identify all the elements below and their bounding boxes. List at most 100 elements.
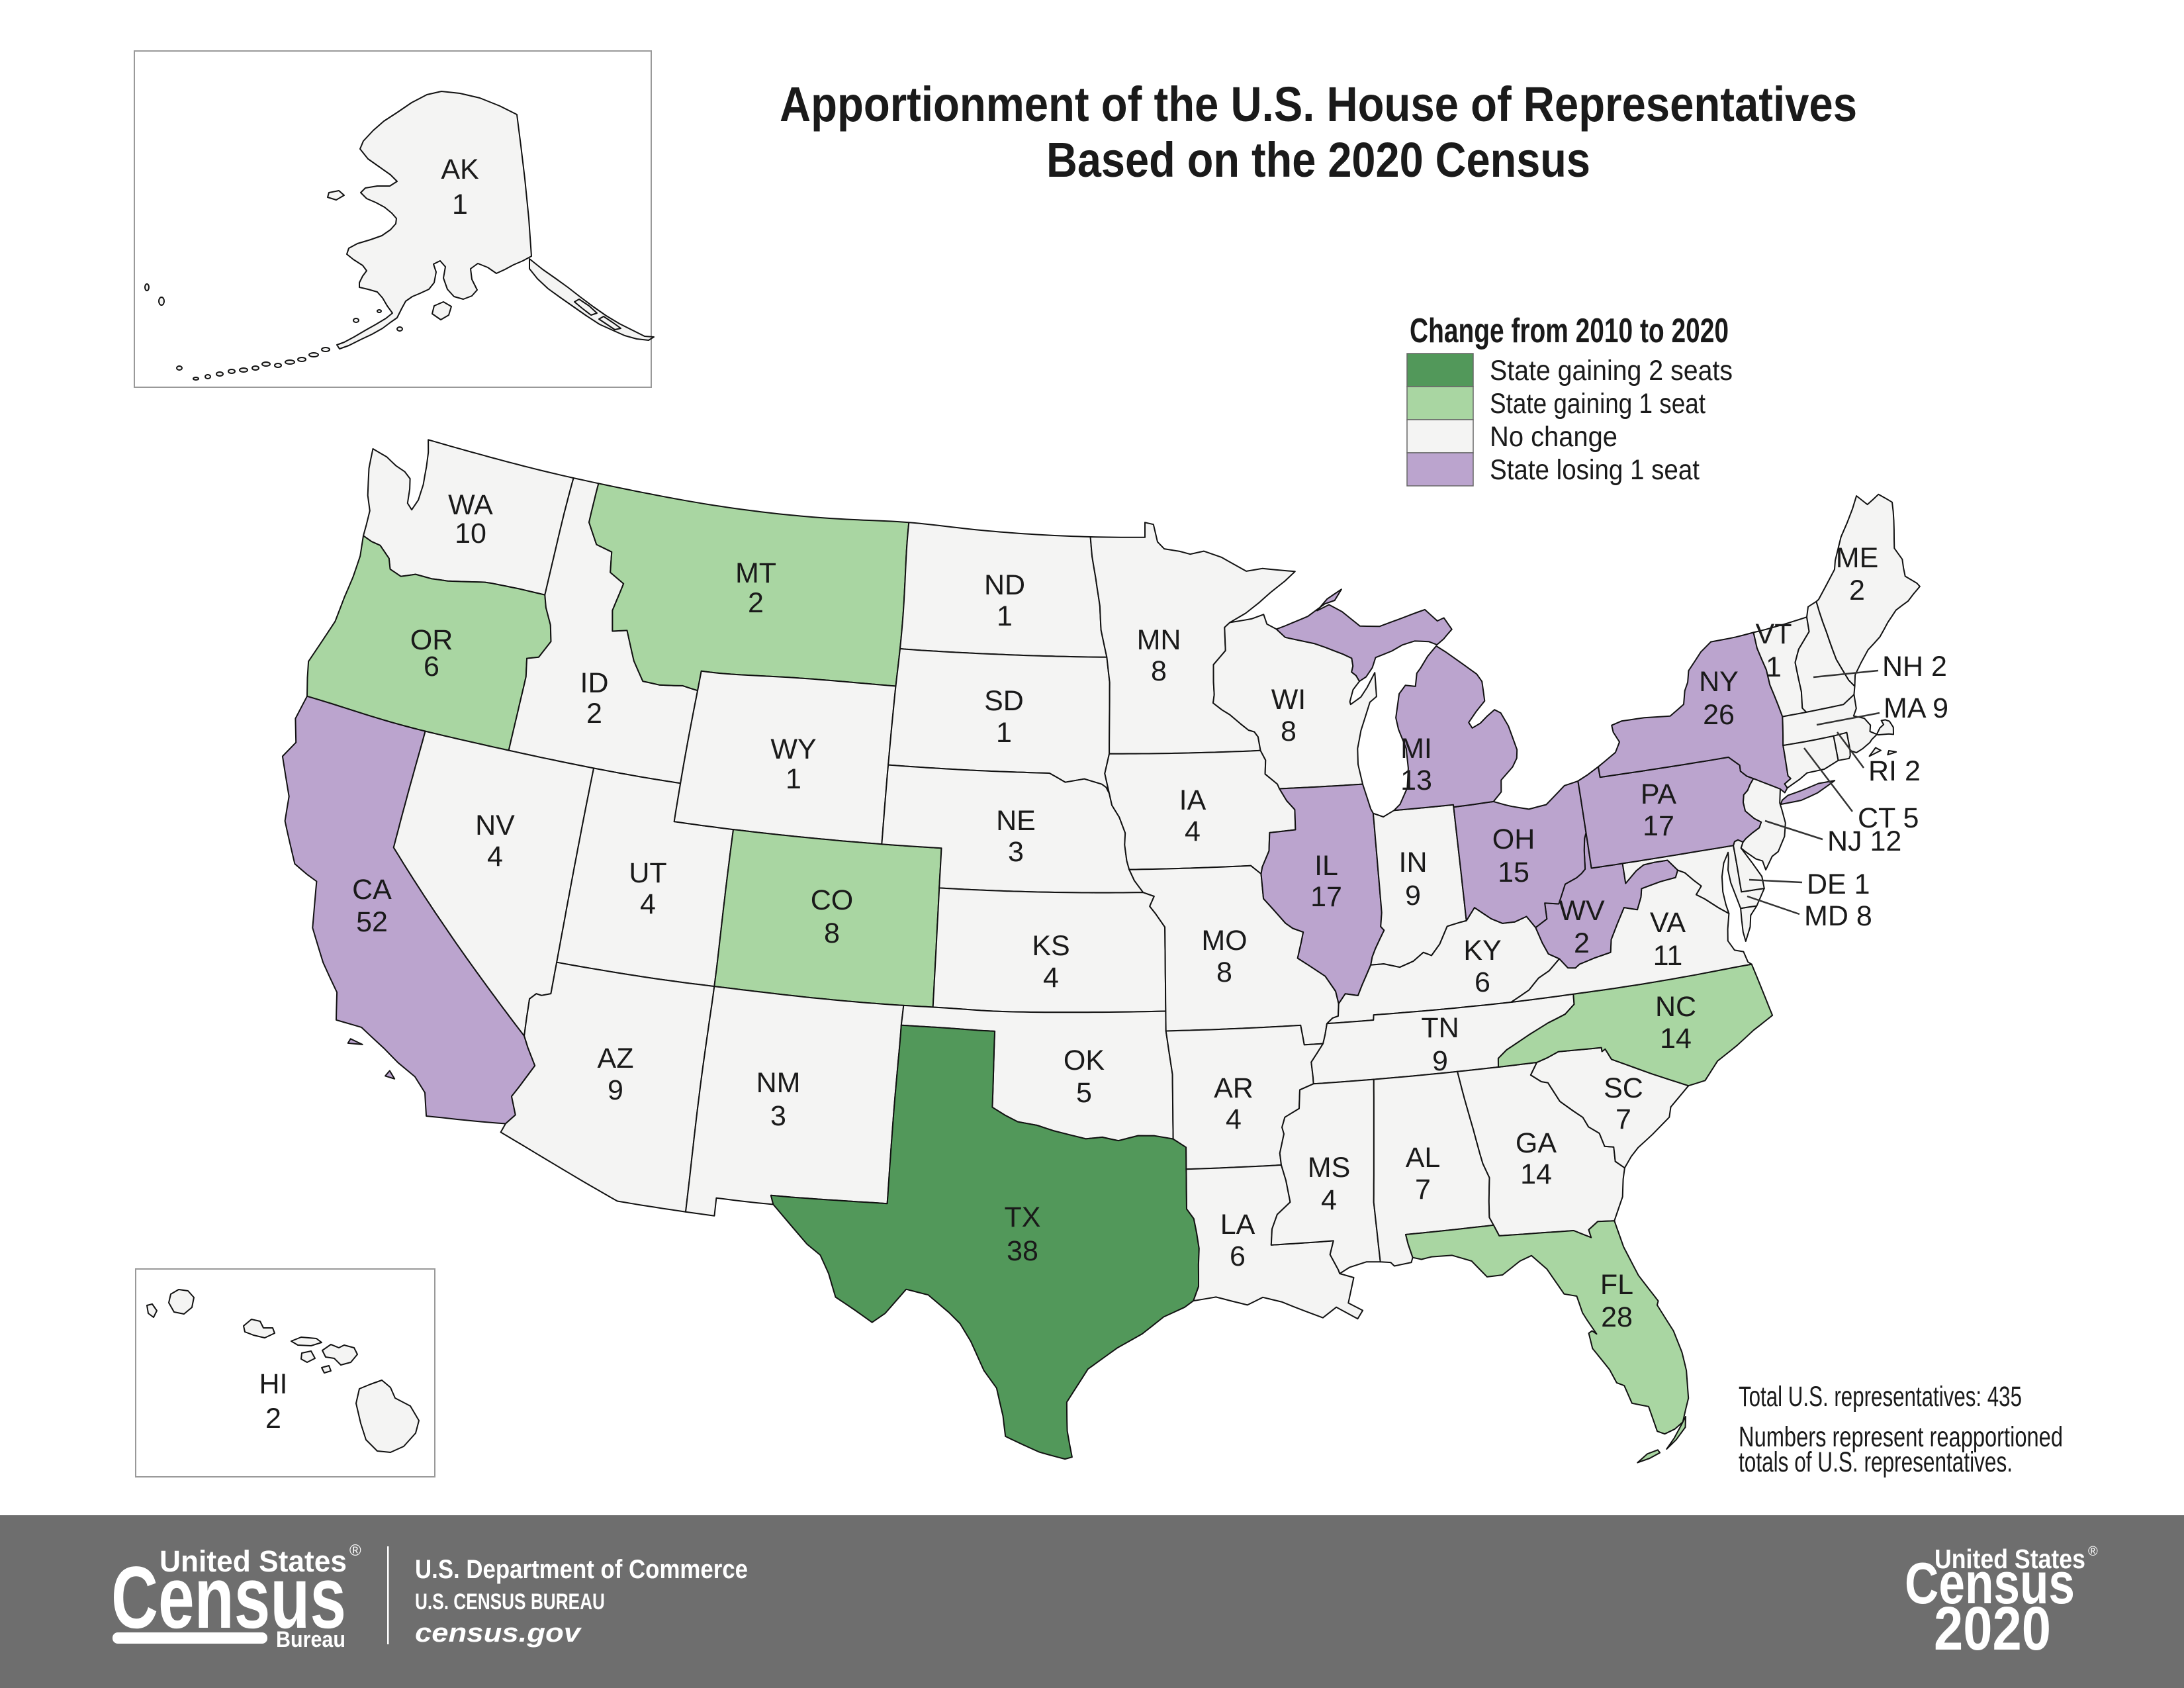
svg-text:6: 6 (424, 651, 439, 682)
svg-text:NC: NC (1655, 991, 1696, 1023)
svg-text:26: 26 (1703, 699, 1735, 731)
svg-text:®: ® (2088, 1544, 2098, 1559)
svg-text:6: 6 (1475, 966, 1490, 998)
svg-text:WV: WV (1559, 895, 1605, 927)
svg-text:AR: AR (1214, 1072, 1253, 1104)
svg-text:2: 2 (586, 698, 602, 729)
svg-text:11: 11 (1653, 940, 1683, 972)
svg-text:Apportionment of the U.S. Hous: Apportionment of the U.S. House of Repre… (780, 77, 1857, 132)
svg-text:LA: LA (1220, 1209, 1255, 1241)
svg-text:NJ 12: NJ 12 (1827, 825, 1901, 857)
svg-text:38: 38 (1007, 1235, 1038, 1267)
svg-text:VT: VT (1756, 618, 1792, 650)
svg-text:IN: IN (1399, 847, 1428, 878)
svg-text:WI: WI (1271, 684, 1306, 716)
svg-text:AZ: AZ (598, 1043, 634, 1074)
svg-text:NY: NY (1699, 666, 1739, 698)
svg-text:4: 4 (1185, 816, 1201, 847)
svg-text:4: 4 (640, 888, 656, 920)
svg-text:2: 2 (1574, 927, 1590, 959)
svg-text:28: 28 (1601, 1301, 1633, 1333)
svg-text:WA: WA (448, 489, 493, 521)
svg-text:OR: OR (410, 624, 453, 656)
svg-text:census.gov: census.gov (415, 1618, 582, 1648)
svg-text:14: 14 (1520, 1158, 1552, 1190)
svg-text:®: ® (349, 1542, 361, 1560)
svg-text:VA: VA (1650, 907, 1686, 939)
svg-text:CT 5: CT 5 (1858, 802, 1919, 834)
svg-text:CA: CA (352, 874, 392, 906)
svg-text:1: 1 (452, 189, 468, 220)
svg-text:1: 1 (1766, 651, 1782, 683)
svg-text:2: 2 (1849, 575, 1865, 606)
svg-text:MO: MO (1201, 925, 1247, 957)
svg-text:MN: MN (1137, 624, 1181, 656)
svg-text:OH: OH (1492, 823, 1535, 855)
svg-text:IA: IA (1179, 784, 1206, 816)
svg-text:OK: OK (1064, 1045, 1105, 1076)
svg-text:U.S. CENSUS BUREAU: U.S. CENSUS BUREAU (415, 1589, 605, 1615)
svg-text:State gaining 1 seat: State gaining 1 seat (1490, 388, 1706, 420)
svg-text:NE: NE (996, 805, 1036, 837)
svg-text:9: 9 (608, 1074, 623, 1106)
svg-text:8: 8 (824, 917, 840, 949)
svg-text:TN: TN (1421, 1012, 1459, 1044)
svg-text:United States: United States (1934, 1544, 2085, 1574)
svg-text:FL: FL (1600, 1269, 1633, 1301)
svg-text:2020: 2020 (1934, 1594, 2051, 1663)
svg-text:1: 1 (997, 600, 1013, 632)
svg-text:Numbers represent reapportione: Numbers represent reapportioned (1739, 1421, 2063, 1453)
svg-text:totals of U.S. representatives: totals of U.S. representatives. (1739, 1446, 2013, 1478)
svg-text:WY: WY (770, 733, 816, 765)
svg-text:3: 3 (770, 1100, 786, 1132)
svg-text:4: 4 (1226, 1103, 1242, 1135)
svg-text:SC: SC (1604, 1072, 1643, 1104)
svg-text:DE 1: DE 1 (1807, 868, 1870, 900)
svg-text:8: 8 (1281, 716, 1297, 747)
svg-text:ND: ND (984, 569, 1025, 601)
svg-text:Census: Census (1905, 1550, 2075, 1616)
svg-text:RI 2: RI 2 (1868, 755, 1921, 787)
svg-text:CO: CO (811, 884, 854, 916)
svg-text:8: 8 (1216, 957, 1232, 988)
svg-text:SD: SD (984, 685, 1024, 717)
svg-text:Census: Census (111, 1549, 346, 1647)
svg-text:NV: NV (475, 810, 515, 841)
svg-text:13: 13 (1400, 765, 1432, 796)
svg-text:MT: MT (735, 557, 776, 589)
svg-text:MD 8: MD 8 (1804, 900, 1872, 932)
svg-text:PA: PA (1641, 778, 1676, 810)
svg-text:UT: UT (629, 857, 666, 889)
svg-text:14: 14 (1660, 1023, 1692, 1055)
svg-text:4: 4 (1043, 962, 1059, 994)
svg-text:Total U.S. representatives: 43: Total U.S. representatives: 435 (1739, 1381, 2022, 1413)
svg-text:AK: AK (441, 154, 479, 185)
svg-text:TX: TX (1005, 1201, 1041, 1233)
svg-text:MA 9: MA 9 (1884, 692, 1948, 724)
svg-text:8: 8 (1151, 655, 1167, 687)
svg-text:4: 4 (487, 841, 503, 872)
svg-text:HI: HI (259, 1368, 288, 1400)
svg-text:52: 52 (356, 906, 388, 938)
svg-text:5: 5 (1076, 1077, 1092, 1109)
svg-text:KY: KY (1463, 935, 1501, 966)
svg-text:MI: MI (1400, 733, 1432, 765)
svg-text:U.S. Department of Commerce: U.S. Department of Commerce (415, 1555, 748, 1584)
svg-text:ME: ME (1836, 542, 1879, 574)
svg-text:No change: No change (1490, 421, 1617, 453)
svg-text:7: 7 (1415, 1174, 1431, 1205)
svg-text:State losing 1 seat: State losing 1 seat (1490, 454, 1700, 486)
svg-text:10: 10 (455, 518, 486, 549)
svg-text:3: 3 (1008, 836, 1024, 868)
svg-text:2: 2 (265, 1403, 281, 1434)
svg-text:GA: GA (1516, 1127, 1557, 1159)
svg-text:NH 2: NH 2 (1882, 651, 1947, 682)
svg-text:2: 2 (748, 587, 764, 619)
svg-text:Bureau: Bureau (276, 1627, 345, 1652)
svg-text:Based on the 2020 Census: Based on the 2020 Census (1046, 132, 1590, 187)
svg-text:9: 9 (1432, 1045, 1448, 1077)
svg-text:17: 17 (1310, 881, 1342, 913)
svg-text:17: 17 (1643, 810, 1674, 842)
svg-text:State gaining 2 seats: State gaining 2 seats (1490, 355, 1733, 387)
svg-text:Change from 2010 to 2020: Change from 2010 to 2020 (1410, 312, 1729, 350)
